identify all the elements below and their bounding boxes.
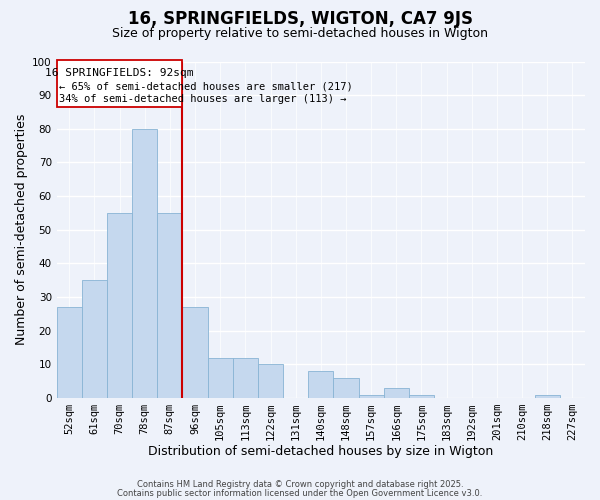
Bar	[258, 364, 283, 398]
Bar	[157, 213, 182, 398]
Bar	[82, 280, 107, 398]
Text: 16, SPRINGFIELDS, WIGTON, CA7 9JS: 16, SPRINGFIELDS, WIGTON, CA7 9JS	[128, 10, 473, 28]
Bar	[308, 371, 334, 398]
Text: 34% of semi-detached houses are larger (113) →: 34% of semi-detached houses are larger (…	[59, 94, 347, 104]
Text: ← 65% of semi-detached houses are smaller (217): ← 65% of semi-detached houses are smalle…	[59, 82, 353, 92]
Bar	[334, 378, 359, 398]
Text: Contains public sector information licensed under the Open Government Licence v3: Contains public sector information licen…	[118, 488, 482, 498]
Text: Contains HM Land Registry data © Crown copyright and database right 2025.: Contains HM Land Registry data © Crown c…	[137, 480, 463, 489]
Bar	[182, 307, 208, 398]
Text: 16 SPRINGFIELDS: 92sqm: 16 SPRINGFIELDS: 92sqm	[46, 68, 194, 78]
Text: Size of property relative to semi-detached houses in Wigton: Size of property relative to semi-detach…	[112, 28, 488, 40]
Y-axis label: Number of semi-detached properties: Number of semi-detached properties	[15, 114, 28, 346]
Bar	[409, 394, 434, 398]
Bar	[132, 129, 157, 398]
Bar	[208, 358, 233, 398]
Bar	[384, 388, 409, 398]
FancyBboxPatch shape	[56, 60, 182, 107]
Bar	[535, 394, 560, 398]
Bar	[107, 213, 132, 398]
X-axis label: Distribution of semi-detached houses by size in Wigton: Distribution of semi-detached houses by …	[148, 444, 493, 458]
Bar	[359, 394, 384, 398]
Bar	[56, 307, 82, 398]
Bar	[233, 358, 258, 398]
